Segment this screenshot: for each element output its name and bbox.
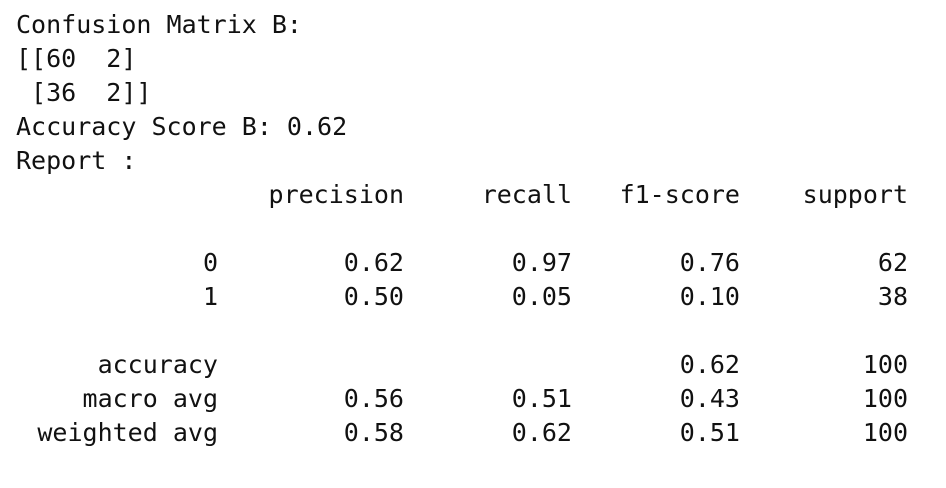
row-label: macro avg bbox=[82, 384, 218, 413]
report-spacer bbox=[16, 314, 930, 348]
precision-value bbox=[218, 348, 404, 382]
f1-score-value: 0.76 bbox=[679, 248, 740, 277]
classification-output: Confusion Matrix B: [[60 2] [36 2]] Accu… bbox=[16, 8, 930, 480]
support-value: 62 bbox=[877, 248, 908, 277]
f1-score-value: 0.51 bbox=[679, 418, 740, 447]
support-value: 100 bbox=[862, 350, 908, 379]
recall-value bbox=[404, 348, 572, 382]
header-recall: recall bbox=[481, 180, 572, 209]
report-row-macro-avg: macro avg 0.56 0.51 0.43 100 bbox=[16, 382, 930, 416]
report-row-weighted-avg: weighted avg 0.58 0.62 0.51 100 bbox=[16, 416, 930, 450]
support-value: 38 bbox=[877, 282, 908, 311]
row-label: 1 bbox=[202, 282, 218, 311]
precision-value: 0.50 bbox=[343, 282, 404, 311]
f1-score-value: 0.43 bbox=[679, 384, 740, 413]
report-row-class-0: 0 0.62 0.97 0.76 62 bbox=[16, 246, 930, 280]
recall-value: 0.97 bbox=[511, 248, 572, 277]
report-header-row: precision recall f1-score support bbox=[16, 178, 930, 212]
header-f1-score: f1-score bbox=[619, 180, 740, 209]
support-value: 100 bbox=[862, 418, 908, 447]
report-header-spacer bbox=[16, 178, 218, 212]
f1-score-value: 0.62 bbox=[679, 350, 740, 379]
report-label: Report : bbox=[16, 146, 137, 175]
support-value: 100 bbox=[862, 384, 908, 413]
confusion-matrix-row-2: [36 2]] bbox=[16, 78, 152, 107]
confusion-matrix-title: Confusion Matrix B: bbox=[16, 10, 302, 39]
report-spacer bbox=[16, 212, 930, 246]
row-label: 0 bbox=[202, 248, 218, 277]
precision-value: 0.56 bbox=[343, 384, 404, 413]
recall-value: 0.05 bbox=[511, 282, 572, 311]
classification-report-table: precision recall f1-score support 0 0.62… bbox=[16, 178, 930, 450]
header-support: support bbox=[802, 180, 908, 209]
precision-value: 0.58 bbox=[343, 418, 404, 447]
report-row-accuracy: accuracy 0.62 100 bbox=[16, 348, 930, 382]
f1-score-value: 0.10 bbox=[679, 282, 740, 311]
recall-value: 0.51 bbox=[511, 384, 572, 413]
row-label: weighted avg bbox=[37, 418, 218, 447]
confusion-matrix-row-1: [[60 2] bbox=[16, 44, 137, 73]
accuracy-score-line: Accuracy Score B: 0.62 bbox=[16, 112, 348, 141]
row-label: accuracy bbox=[97, 350, 218, 379]
recall-value: 0.62 bbox=[511, 418, 572, 447]
precision-value: 0.62 bbox=[343, 248, 404, 277]
report-row-class-1: 1 0.50 0.05 0.10 38 bbox=[16, 280, 930, 314]
header-precision: precision bbox=[268, 180, 404, 209]
